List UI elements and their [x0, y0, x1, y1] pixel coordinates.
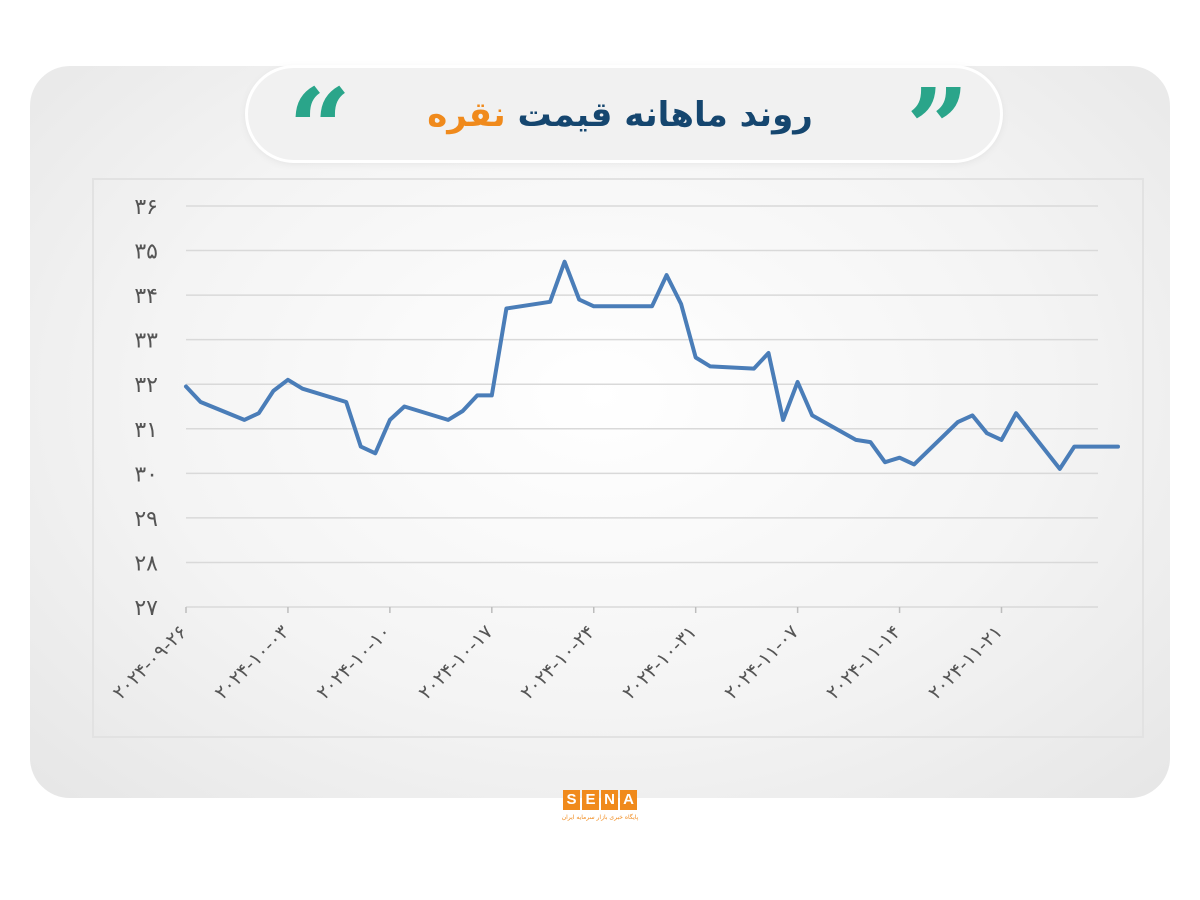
x-tick-label: ۲۰۲۴-۱۰-۱۷: [414, 621, 497, 704]
y-tick-label: ۳۱: [134, 418, 158, 443]
logo-letter: A: [620, 790, 637, 810]
x-tick-label: ۲۰۲۴-۰۹-۲۶: [109, 621, 192, 704]
chart-title-main: روند ماهانه قیمت: [517, 95, 813, 135]
y-tick-label: ۳۶: [134, 195, 158, 220]
x-tick-label: ۲۰۲۴-۱۰-۲۴: [516, 621, 599, 704]
x-tick-label: ۲۰۲۴-۱۰-۱۰: [312, 621, 395, 704]
chart-title-accent: نقره: [427, 95, 506, 135]
x-tick-label: ۲۰۲۴-۱۱-۲۱: [924, 621, 1007, 704]
y-tick-label: ۳۴: [134, 284, 158, 309]
plot-frame: [92, 178, 1144, 738]
chart-card: [30, 66, 1170, 798]
chart-title: روند ماهانه قیمت نقره: [340, 90, 900, 140]
x-tick-label: ۲۰۲۴-۱۰-۰۳: [210, 621, 293, 704]
logo-letter: S: [563, 790, 580, 810]
x-tick-label: ۲۰۲۴-۱۱-۰۷: [720, 621, 803, 704]
x-tick-label: ۲۰۲۴-۱۱-۱۴: [822, 621, 905, 704]
x-tick-label: ۲۰۲۴-۱۰-۳۱: [618, 621, 701, 704]
quote-close-icon: ”: [906, 64, 970, 193]
y-tick-label: ۳۳: [134, 329, 158, 354]
title-banner: [248, 68, 1000, 160]
quote-open-icon: “: [288, 64, 352, 193]
y-tick-label: ۳۵: [134, 240, 158, 265]
logo-letter: N: [601, 790, 618, 810]
y-tick-label: ۳۰: [134, 462, 158, 487]
logo-letter: E: [582, 790, 599, 810]
y-tick-label: ۲۷: [134, 596, 158, 621]
logo-subtitle: پایگاه خبری بازار سرمایه ایران: [561, 814, 639, 821]
y-tick-label: ۲۹: [134, 507, 158, 532]
y-tick-label: ۲۸: [134, 551, 158, 576]
series-line: [184, 259, 1120, 471]
y-tick-label: ۳۲: [134, 373, 158, 398]
